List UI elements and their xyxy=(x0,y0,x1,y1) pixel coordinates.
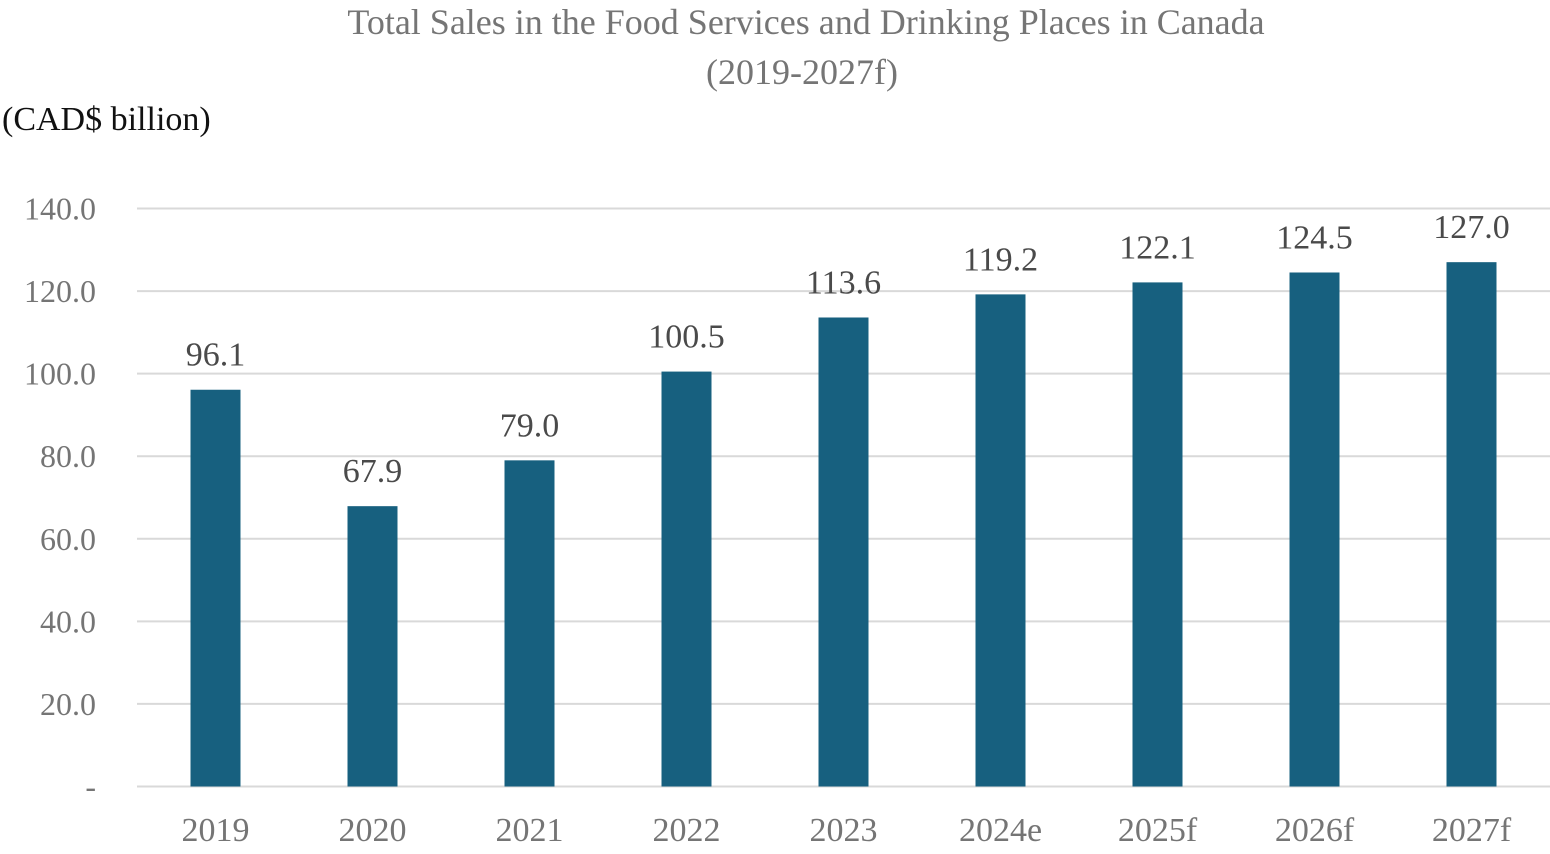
x-axis-ticks: 2019 2020 2021 2022 2023 2024e 2025f 2026f 2027f xyxy=(182,812,1512,849)
x-tick-label: 2024e xyxy=(959,812,1042,849)
y-tick-label: 100.0 xyxy=(24,356,96,392)
bar-2022 xyxy=(661,371,712,787)
bar-2023 xyxy=(818,317,869,787)
chart-subtitle: (2019-2027f) xyxy=(706,52,898,92)
bar-2024e xyxy=(975,294,1026,787)
y-tick-label: 120.0 xyxy=(24,273,96,309)
x-tick-label: 2026f xyxy=(1275,812,1355,849)
data-label: 124.5 xyxy=(1276,219,1353,256)
bar-2027f xyxy=(1446,262,1497,787)
x-tick-label: 2019 xyxy=(182,812,250,849)
x-tick-label: 2025f xyxy=(1118,812,1198,849)
bar-2025f xyxy=(1132,282,1183,787)
data-label: 119.2 xyxy=(963,241,1038,278)
bar-2020 xyxy=(347,506,398,787)
data-label: 79.0 xyxy=(500,407,560,444)
x-tick-label: 2020 xyxy=(339,812,407,849)
y-tick-label: - xyxy=(85,769,96,805)
x-tick-label: 2027f xyxy=(1432,812,1512,849)
data-label: 122.1 xyxy=(1119,229,1196,266)
data-label: 127.0 xyxy=(1433,209,1510,246)
data-label: 96.1 xyxy=(186,337,246,374)
data-labels: 96.1 67.9 79.0 100.5 113.6 119.2 122.1 124.5 127… xyxy=(186,209,1510,490)
y-tick-label: 60.0 xyxy=(40,521,96,557)
data-label: 113.6 xyxy=(806,264,881,301)
y-tick-label: 140.0 xyxy=(24,191,96,227)
chart-title: Total Sales in the Food Services and Dri… xyxy=(347,2,1264,42)
y-tick-label: 20.0 xyxy=(40,686,96,722)
y-axis-unit-label: (CAD$ billion) xyxy=(2,101,211,138)
x-tick-label: 2021 xyxy=(496,812,564,849)
data-label: 67.9 xyxy=(343,453,403,490)
data-label: 100.5 xyxy=(648,319,725,356)
x-tick-label: 2023 xyxy=(810,812,878,849)
bar-2021 xyxy=(504,460,555,787)
x-tick-label: 2022 xyxy=(653,812,721,849)
y-tick-label: 40.0 xyxy=(40,603,96,639)
y-tick-label: 80.0 xyxy=(40,438,96,474)
bar-2026f xyxy=(1289,272,1340,787)
bars xyxy=(190,262,1497,787)
bar-2019 xyxy=(190,389,241,787)
y-axis-ticks: - 20.0 40.0 60.0 80.0 100.0 120.0 140.0 xyxy=(24,191,96,805)
